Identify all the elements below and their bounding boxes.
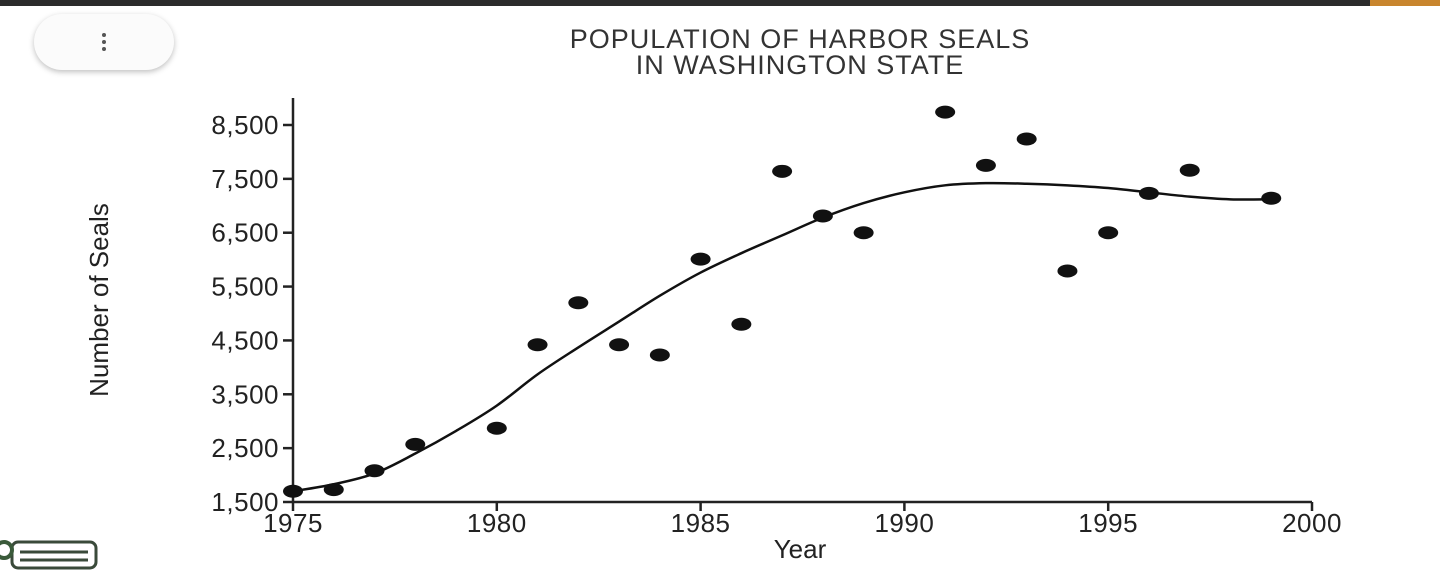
y-tick-label: 6,500 [211, 218, 279, 248]
data-point [772, 164, 793, 178]
x-tick-label: 2000 [1282, 508, 1342, 538]
y-tick-label: 7,500 [211, 164, 279, 194]
data-point [364, 464, 385, 478]
chart-title-line-1: POPULATION OF HARBOR SEALS [570, 24, 1031, 54]
y-tick-label: 2,500 [211, 433, 279, 463]
data-point [568, 296, 589, 310]
chart-title: POPULATION OF HARBOR SEALS IN WASHINGTON… [570, 24, 1031, 80]
x-tick-label: 1985 [671, 508, 731, 538]
y-tick-label: 8,500 [211, 110, 279, 140]
vertical-ellipsis-icon [102, 33, 106, 51]
x-ticks: 1975 1980 1985 1990 1995 2000 [263, 502, 1342, 538]
y-ticks: 1,500 2,500 3,500 4,500 5,500 6,500 7,500 8,500 [211, 110, 293, 517]
axes [291, 98, 1312, 504]
corner-widget-icon[interactable] [0, 536, 104, 576]
data-point [283, 484, 303, 498]
data-point [853, 226, 874, 240]
y-tick-label: 4,500 [211, 325, 279, 355]
data-point [1057, 264, 1078, 278]
chart-title-line-2: IN WASHINGTON STATE [636, 50, 965, 80]
data-point [527, 338, 548, 352]
x-tick-label: 1995 [1078, 508, 1138, 538]
data-point [486, 421, 507, 435]
data-point [323, 483, 344, 497]
x-tick-label: 1975 [263, 508, 323, 538]
data-point [405, 437, 426, 451]
y-axis-label: Number of Seals [84, 203, 114, 397]
data-point [812, 209, 833, 223]
data-point [1261, 191, 1282, 205]
menu-button[interactable] [34, 14, 174, 70]
y-tick-label: 5,500 [211, 272, 279, 302]
data-point [690, 252, 711, 266]
data-point [935, 105, 956, 119]
data-point [1098, 226, 1119, 240]
data-point [1179, 163, 1200, 177]
trend-curve [292, 181, 1272, 493]
x-tick-label: 1990 [874, 508, 934, 538]
data-point [649, 348, 670, 362]
y-tick-label: 1,500 [211, 487, 279, 517]
x-tick-label: 1980 [467, 508, 527, 538]
data-points [283, 105, 1282, 498]
data-point [1138, 186, 1159, 200]
y-tick-label: 3,500 [211, 379, 279, 409]
data-point [1016, 132, 1037, 146]
top-bar-accent [1370, 0, 1440, 6]
data-point [731, 317, 752, 331]
top-bar [0, 0, 1440, 6]
x-axis-label: Year [774, 534, 827, 564]
data-point [609, 338, 630, 352]
data-point [975, 158, 996, 172]
